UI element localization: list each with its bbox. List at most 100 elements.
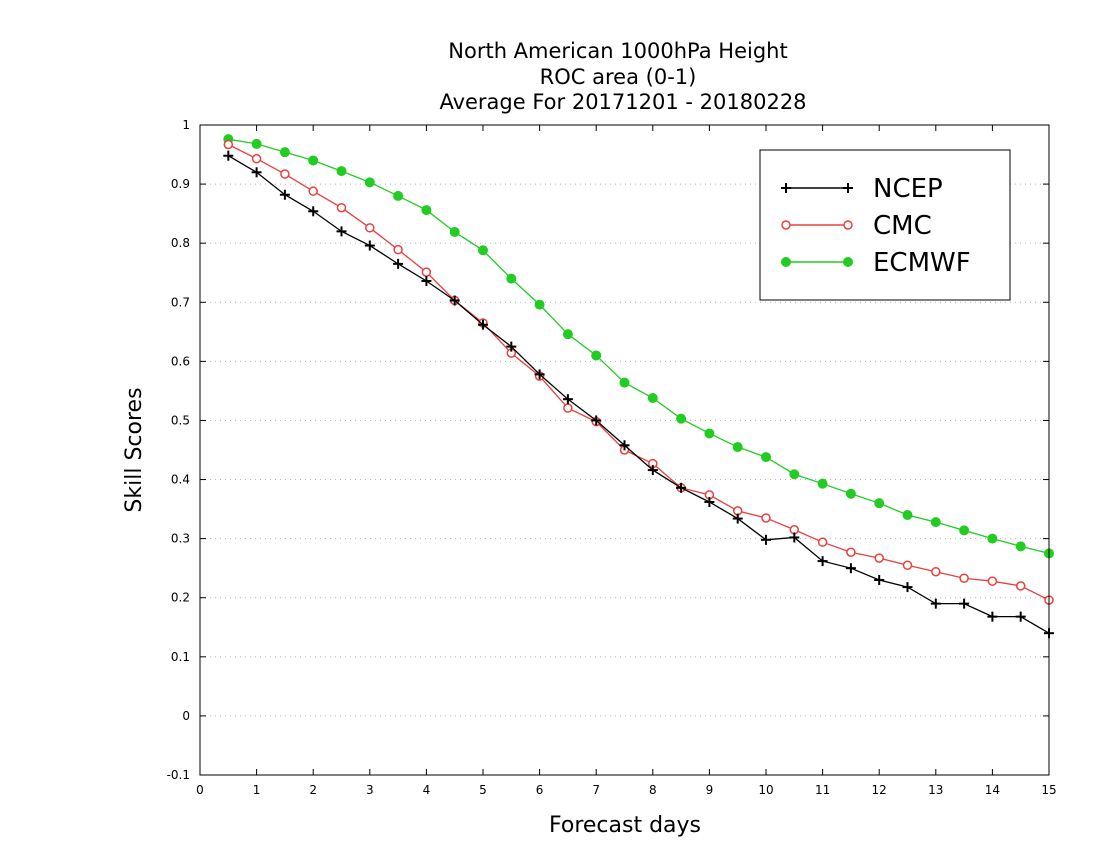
data-point-ecmwf: [449, 226, 460, 237]
x-tick-label: 10: [758, 783, 773, 797]
data-point-ncep: [336, 226, 347, 237]
y-tick-label: 0.3: [171, 532, 190, 546]
legend-marker: [781, 220, 791, 230]
data-point-ecmwf: [619, 377, 630, 388]
series-line-ncep: [227, 155, 1050, 634]
data-point-ecmwf: [421, 205, 432, 216]
data-point-ecmwf: [817, 478, 828, 489]
data-point-cmc: [1015, 581, 1026, 591]
data-point-ecmwf: [902, 510, 913, 520]
legend-marker: [781, 183, 791, 193]
data-point-ncep: [647, 465, 658, 476]
data-point-ecmwf: [959, 525, 970, 536]
x-tick-label: 2: [309, 783, 317, 797]
data-point-cmc: [817, 537, 828, 547]
legend-label-ecmwf: ECMWF: [873, 248, 971, 278]
legend-item-ncep: NCEP: [781, 174, 943, 204]
series-cmc: [223, 139, 1054, 605]
data-point-cmc: [280, 169, 290, 179]
data-point-ncep: [534, 369, 545, 380]
data-point-cmc: [223, 139, 234, 150]
y-tick-label: 0.5: [171, 413, 190, 427]
data-point-cmc: [308, 186, 318, 196]
x-tick-label: 12: [872, 783, 887, 797]
data-point-ncep: [732, 513, 743, 524]
data-point-ncep: [845, 563, 856, 574]
legend-item-ecmwf: ECMWF: [781, 248, 971, 278]
data-point-ecmwf: [1015, 541, 1026, 552]
y-tick-label: 0.6: [171, 354, 190, 368]
x-tick-label: 11: [815, 783, 830, 797]
legend-marker: [781, 257, 791, 267]
data-point-ncep: [251, 167, 262, 178]
data-point-cmc: [421, 267, 432, 277]
data-point-cmc: [846, 547, 856, 557]
data-point-ncep: [930, 598, 941, 609]
data-point-cmc: [393, 244, 403, 255]
x-tick-label: 0: [196, 783, 204, 797]
data-point-ncep: [959, 598, 970, 609]
data-point-cmc: [987, 576, 998, 586]
series-ncep: [223, 150, 1054, 639]
data-point-ecmwf: [562, 329, 573, 340]
x-tick-label: 1: [253, 783, 261, 797]
data-point-ecmwf: [279, 147, 290, 158]
data-point-ecmwf: [308, 155, 319, 166]
data-point-ncep: [393, 258, 404, 269]
x-tick-label: 14: [985, 783, 1000, 797]
data-point-ecmwf: [251, 138, 262, 149]
axes: -0.100.10.20.30.40.50.60.70.80.910 1 2 3 4 5 6…: [167, 118, 1057, 797]
legend-marker: [843, 220, 853, 230]
y-tick-label: 0.8: [171, 236, 190, 250]
data-point-cmc: [874, 553, 884, 563]
series-ecmwf: [223, 134, 1054, 559]
data-point-ncep: [421, 276, 432, 286]
y-tick-label: 0.1: [171, 650, 190, 664]
data-point-ncep: [562, 394, 573, 405]
x-tick-label: 15: [1041, 783, 1056, 797]
data-point-ncep: [449, 295, 460, 306]
chart-title-line-1: North American 1000hPa Height: [448, 39, 787, 63]
legend-item-cmc: CMC: [781, 211, 932, 241]
y-tick-label: 0: [182, 709, 190, 723]
data-point-ncep: [308, 206, 319, 217]
data-point-cmc: [365, 223, 375, 233]
legend-label-cmc: CMC: [873, 211, 932, 241]
data-point-cmc: [931, 566, 941, 577]
data-point-ecmwf: [676, 413, 687, 424]
y-tick-label: 0.2: [171, 591, 190, 605]
data-point-ncep: [506, 341, 517, 352]
y-tick-label: 0.7: [171, 295, 190, 309]
chart-title-line-3: Average For 20171201 - 20180228: [439, 90, 806, 114]
data-point-cmc: [563, 403, 573, 413]
data-point-cmc: [902, 560, 913, 570]
data-point-ncep: [478, 319, 488, 330]
x-tick-label: 9: [706, 783, 714, 797]
data-point-ncep: [874, 575, 885, 585]
x-tick-label: 8: [649, 783, 657, 797]
legend-marker: [843, 183, 853, 193]
data-point-ncep: [902, 582, 913, 593]
data-point-ecmwf: [704, 428, 715, 439]
data-point-ecmwf: [987, 533, 998, 544]
x-tick-label: 7: [592, 783, 600, 797]
y-axis-label: Skill Scores: [122, 387, 147, 512]
data-point-ncep: [817, 556, 828, 567]
series-layer: [223, 134, 1054, 639]
data-point-cmc: [761, 513, 771, 523]
data-point-ecmwf: [393, 190, 404, 201]
data-point-ecmwf: [789, 469, 800, 480]
y-tick-label: 1: [182, 118, 190, 132]
data-point-ncep: [761, 534, 771, 545]
data-point-ecmwf: [506, 273, 517, 284]
series-line-cmc: [228, 143, 1050, 601]
data-point-ecmwf: [534, 299, 545, 310]
x-axis-label: Forecast days: [549, 813, 701, 838]
plot-frame: [199, 124, 1050, 776]
data-point-ncep: [619, 440, 630, 451]
data-point-ncep: [676, 482, 687, 493]
x-tick-label: 3: [366, 783, 374, 797]
legend-label-ncep: NCEP: [873, 174, 943, 204]
data-point-ncep: [789, 532, 800, 543]
